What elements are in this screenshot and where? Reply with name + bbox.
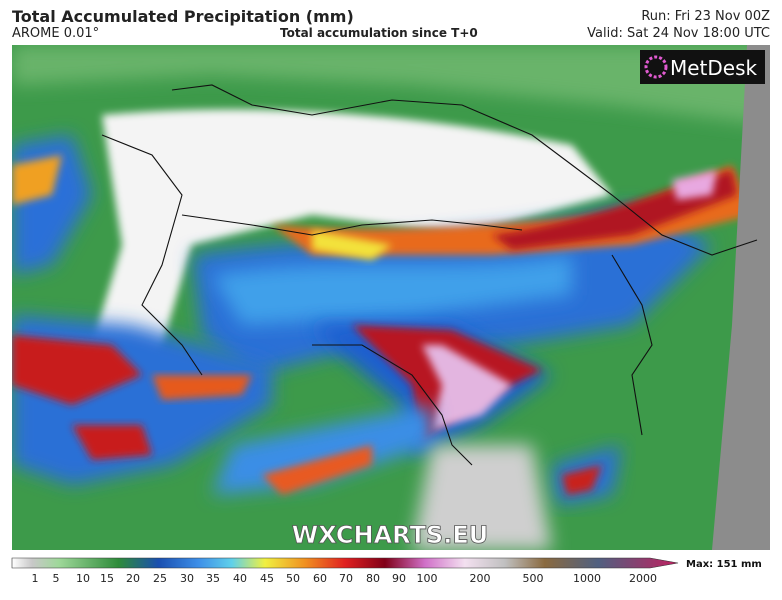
title: Total Accumulated Precipitation (mm) xyxy=(12,7,354,26)
model: AROME 0.01° xyxy=(12,26,100,41)
valid: Valid: Sat 24 Nov 18:00 UTC xyxy=(587,26,770,41)
legend-tick-label: 35 xyxy=(206,572,220,585)
color-bar xyxy=(11,557,679,569)
legend-tick-label: 20 xyxy=(126,572,140,585)
precip-field xyxy=(12,45,770,550)
subtitle: Total accumulation since T+0 xyxy=(280,26,478,40)
legend-tick-label: 90 xyxy=(392,572,406,585)
legend-tick-label: 15 xyxy=(100,572,114,585)
legend-tick-label: 60 xyxy=(313,572,327,585)
legend-tick-label: 2000 xyxy=(629,572,657,585)
legend-tick-label: 50 xyxy=(286,572,300,585)
watermark: WXCHARTS.EU xyxy=(292,521,488,549)
legend-tick-label: 5 xyxy=(53,572,60,585)
legend-tick-label: 25 xyxy=(153,572,167,585)
legend-tick-label: 80 xyxy=(366,572,380,585)
precip-map: MetDesk WXCHARTS.EU xyxy=(12,45,770,550)
legend-tick-label: 45 xyxy=(260,572,274,585)
logo: MetDesk xyxy=(670,56,758,80)
legend-tick-label: 500 xyxy=(523,572,544,585)
legend-tick-label: 10 xyxy=(76,572,90,585)
legend-tick-label: 40 xyxy=(233,572,247,585)
legend-tick-label: 70 xyxy=(339,572,353,585)
legend-tick-label: 100 xyxy=(417,572,438,585)
run: Run: Fri 23 Nov 00Z xyxy=(641,9,770,24)
legend-tick-label: 1 xyxy=(32,572,39,585)
borders xyxy=(101,84,758,466)
max-label: Max: 151 mm xyxy=(686,559,762,570)
logo-box xyxy=(640,50,765,84)
legend-tick-label: 200 xyxy=(470,572,491,585)
legend-tick-label: 30 xyxy=(180,572,194,585)
legend-tick-label: 1000 xyxy=(573,572,601,585)
color-legend: Max: 151 mm 1 5 10 15 20 25 30 35 40 45 50 60 70 80 90… xyxy=(11,557,762,585)
